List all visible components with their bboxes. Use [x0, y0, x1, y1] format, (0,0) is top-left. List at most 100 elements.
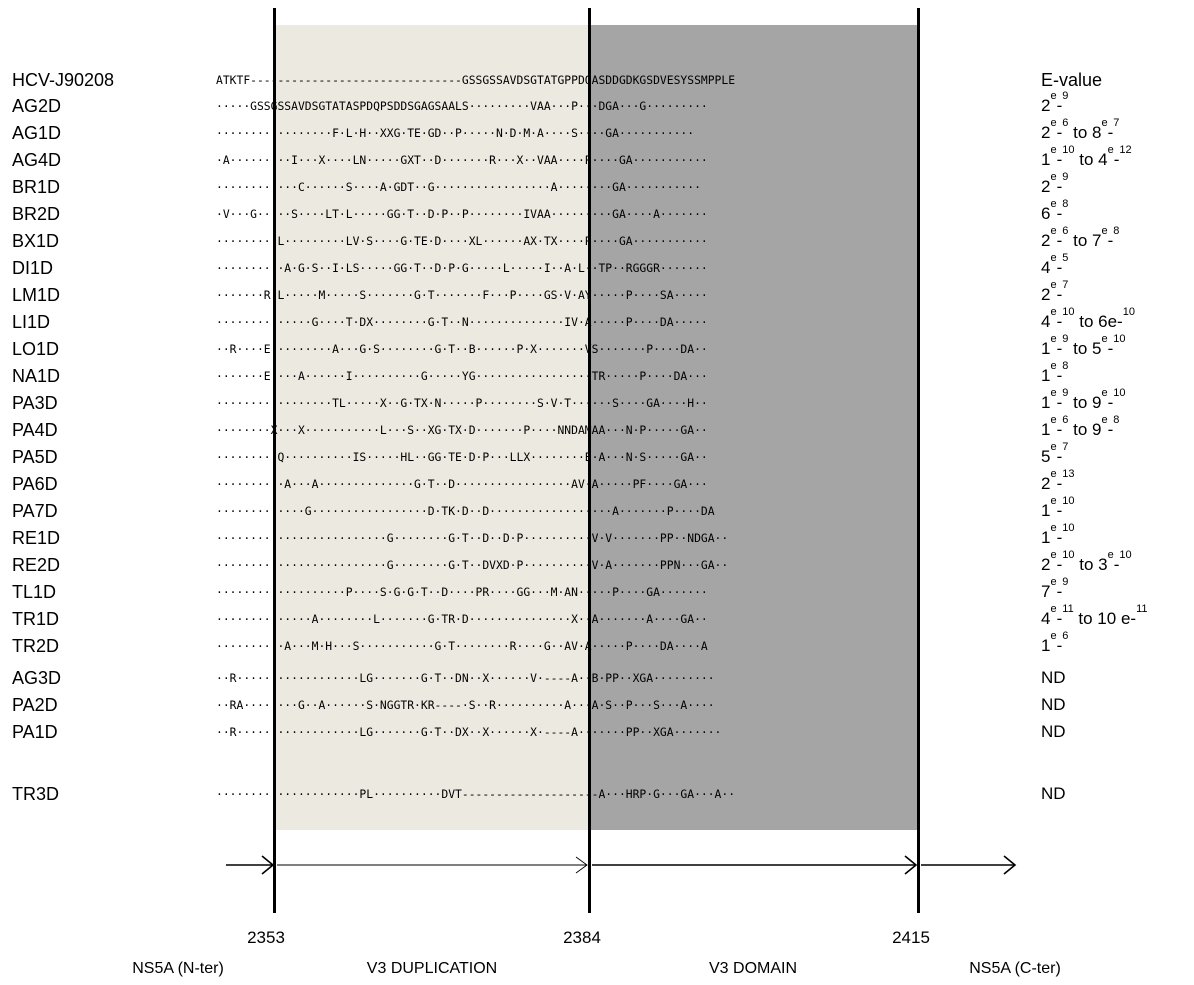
evalue: 1e-10 to 4e-12 [1041, 144, 1132, 173]
evalue-superscript: 7 [1062, 441, 1069, 453]
position-2415: 2415 [892, 928, 930, 947]
evalue-superscript: e [1101, 387, 1108, 399]
evalue-text: to 4 [1074, 150, 1108, 169]
evalue-text: 4 [1041, 609, 1051, 628]
isolate-sequence: ·········Q··········IS·····HL··GG·TE·D·P… [216, 450, 708, 464]
evalue-superscript: e [1050, 252, 1057, 264]
evalue-superscript: 9 [1062, 333, 1069, 345]
evalue-superscript: e [1050, 414, 1057, 426]
evalue: 2e-9 [1041, 172, 1068, 200]
evalue-superscript: 13 [1062, 468, 1075, 480]
evalue-text: - [1056, 501, 1063, 520]
isolate-name: TL1D [12, 582, 57, 602]
evalue-text: 1 [1041, 150, 1051, 169]
evalue: 6e-8 [1041, 198, 1069, 227]
evalue: 5e-7 [1041, 441, 1069, 470]
evalue-text: 1 [1041, 528, 1051, 547]
isolate-name: PA5D [12, 447, 58, 467]
isolate-name: PA1D [12, 722, 58, 742]
evalue-text: - [1056, 258, 1063, 277]
isolate-name: PA7D [12, 501, 58, 521]
evalue-text: 2 [1041, 474, 1051, 493]
evalue-superscript: 8 [1062, 198, 1069, 210]
evalue-text: - [1107, 123, 1114, 142]
isolate-sequence: ··R····E·········A···G·S········G·T··B··… [216, 342, 708, 356]
evalue: ND [1041, 692, 1066, 718]
evalue-text: - [1056, 474, 1063, 493]
boundary-line-2384 [588, 8, 591, 913]
evalue-superscript: 10 [1119, 549, 1132, 561]
evalue: 1e-8 [1041, 361, 1068, 389]
evalue-text: - [1056, 177, 1063, 196]
evalue-text: - [1056, 609, 1063, 628]
evalue-text: - [1056, 204, 1063, 223]
evalue-header: E-value [1041, 70, 1103, 90]
isolate-sequence: ··········A·G·S··I·LS·····GG·T··D·P·G···… [216, 261, 708, 275]
evalue: 1e-6 [1041, 630, 1068, 659]
isolate-name: NA1D [12, 366, 61, 386]
isolate-sequence: ··············G····T·DX········G·T··N···… [216, 315, 708, 329]
isolate-name: PA2D [12, 695, 58, 715]
evalue-text: 2 [1041, 231, 1051, 250]
isolate-name: TR2D [12, 636, 60, 656]
isolate-sequence: ·········L·········LV·S····G·TE·D····XL·… [216, 234, 708, 248]
evalue: 2e-9 [1041, 91, 1068, 119]
evalue-text: 2 [1041, 285, 1051, 304]
evalue: 1e-10 [1041, 495, 1075, 524]
evalue-text: 7 [1041, 582, 1051, 601]
evalue-text: - [1056, 393, 1063, 412]
isolate-sequence: ··············A········L·······G·TR·D···… [216, 612, 708, 626]
evalue-superscript: 10 [1113, 333, 1126, 345]
isolate-sequence: ··RA········G··A······S·NGGTR·KR----·S··… [216, 698, 715, 712]
evalue-superscript: 10 [1062, 495, 1075, 507]
isolate-sequence: ··R··················LG·······G·T··DN··X… [216, 671, 715, 685]
evalue-text: - [1056, 285, 1063, 304]
isolate-name: PA4D [12, 420, 58, 440]
evalue-text: - [1056, 420, 1063, 439]
isolate-name: AG1D [12, 123, 62, 143]
isolate-name: LI1D [12, 312, 51, 332]
evalue-text: - [1056, 447, 1063, 466]
evalue-text: to 7 [1068, 231, 1102, 250]
evalue-text: - [1056, 150, 1063, 169]
evalue-text: 2 [1041, 555, 1051, 574]
isolate-name: LO1D [12, 339, 60, 359]
evalue: ND [1041, 781, 1066, 807]
evalue: 1e-6 to 9e-8 [1041, 414, 1119, 443]
isolate-sequence: ·························G········G·T··D… [216, 531, 729, 545]
evalue-text: - [1107, 231, 1114, 250]
evalue: 1e-9 to 9e-10 [1041, 387, 1126, 416]
evalue-text: to 10 e- [1073, 609, 1137, 628]
isolate-name: BX1D [12, 231, 60, 251]
evalue-text: - [1056, 123, 1063, 142]
evalue-superscript: e [1107, 144, 1114, 156]
evalue-superscript: e [1050, 522, 1057, 534]
evalue: ND [1041, 665, 1066, 691]
isolate-name: RE2D [12, 555, 61, 575]
evalue-text: to 8 [1068, 123, 1102, 142]
evalue: 4e-11 to 10 e-11 [1041, 604, 1147, 632]
position-2353: 2353 [247, 928, 285, 947]
evalue-superscript: e [1050, 468, 1057, 480]
evalue-superscript: 5 [1062, 252, 1069, 264]
evalue-superscript: e [1101, 117, 1108, 129]
evalue-text: - [1056, 582, 1063, 601]
evalue-superscript: e [1101, 225, 1108, 237]
evalue-text: - [1056, 555, 1063, 574]
evalue-text: 2 [1041, 123, 1051, 142]
evalue-text: ND [1041, 695, 1066, 714]
arrowhead-duplication [575, 856, 588, 874]
evalue-text: ND [1041, 722, 1066, 741]
isolate-sequence: ·············G·················D·TK·D··D… [216, 504, 715, 518]
evalue-text: - [1056, 366, 1063, 385]
evalue: 7e-9 [1041, 577, 1068, 605]
isolate-sequence: ···················P····S·G·G·T··D····PR… [216, 585, 708, 599]
evalue: ND [1041, 719, 1066, 745]
evalue-superscript: e [1050, 630, 1057, 642]
evalue-superscript: 10 [1062, 144, 1075, 156]
region-nter: NS5A (N-ter) [132, 960, 224, 977]
evalue-superscript: e [1050, 117, 1057, 129]
isolate-name: PA6D [12, 474, 58, 494]
evalue-text: 2 [1041, 177, 1051, 196]
